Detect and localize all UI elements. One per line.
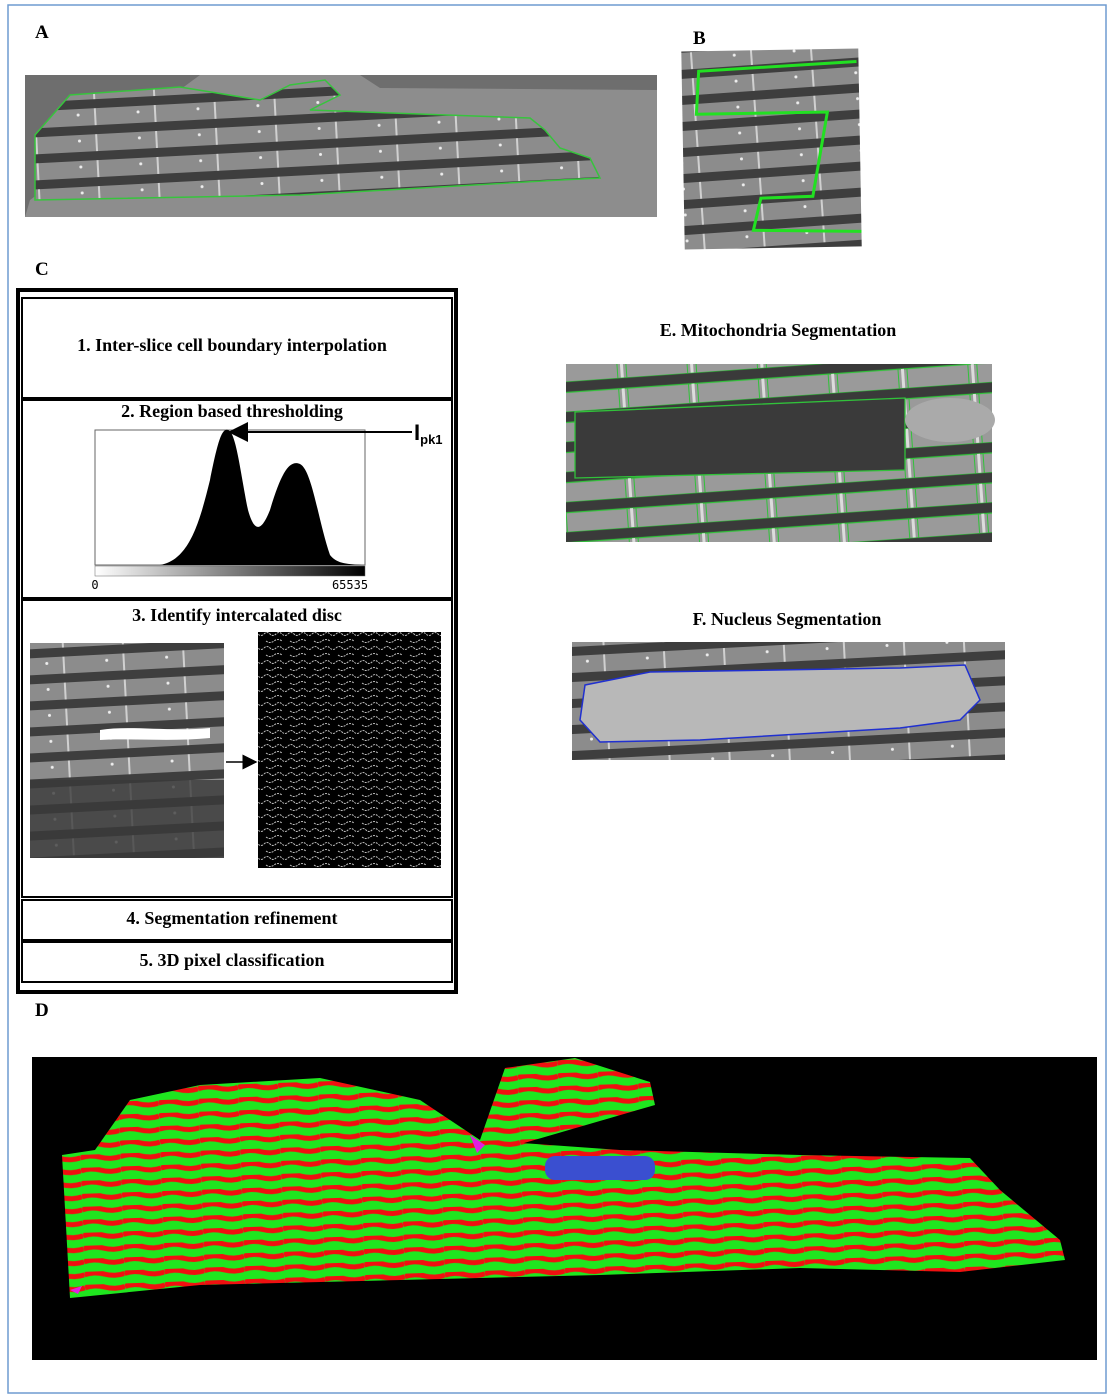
step-title: 2. Region based thresholding (121, 401, 343, 421)
step-title: 5. 3D pixel classification (140, 950, 325, 970)
panel-label: B (693, 28, 706, 49)
image-d (32, 1057, 1097, 1360)
image-e (566, 364, 995, 542)
panel-label: A (35, 22, 49, 43)
peak-subscript: pk1 (420, 432, 442, 447)
step-title: 4. Segmentation refinement (126, 908, 337, 928)
step-title: 1. Inter-slice cell boundary interpolati… (77, 335, 387, 355)
figure: A B C 1. Inter-slice cell boundary inter… (0, 0, 1111, 1398)
axis-max: 65535 (332, 578, 368, 592)
image-f (572, 642, 1005, 760)
histogram: 0 65535 Ipk1 (91, 420, 442, 592)
panel-label: D (35, 1000, 49, 1021)
axis-min: 0 (91, 578, 98, 592)
panel-title: F. Nucleus Segmentation (693, 609, 882, 629)
panel-title: E. Mitochondria Segmentation (660, 320, 897, 340)
panel-label: C (35, 259, 49, 280)
peak-label: Ipk1 (414, 420, 443, 447)
image-a (25, 75, 657, 217)
step-title: 3. Identify intercalated disc (132, 605, 342, 625)
disc-images (30, 632, 441, 868)
image-b (681, 48, 861, 249)
